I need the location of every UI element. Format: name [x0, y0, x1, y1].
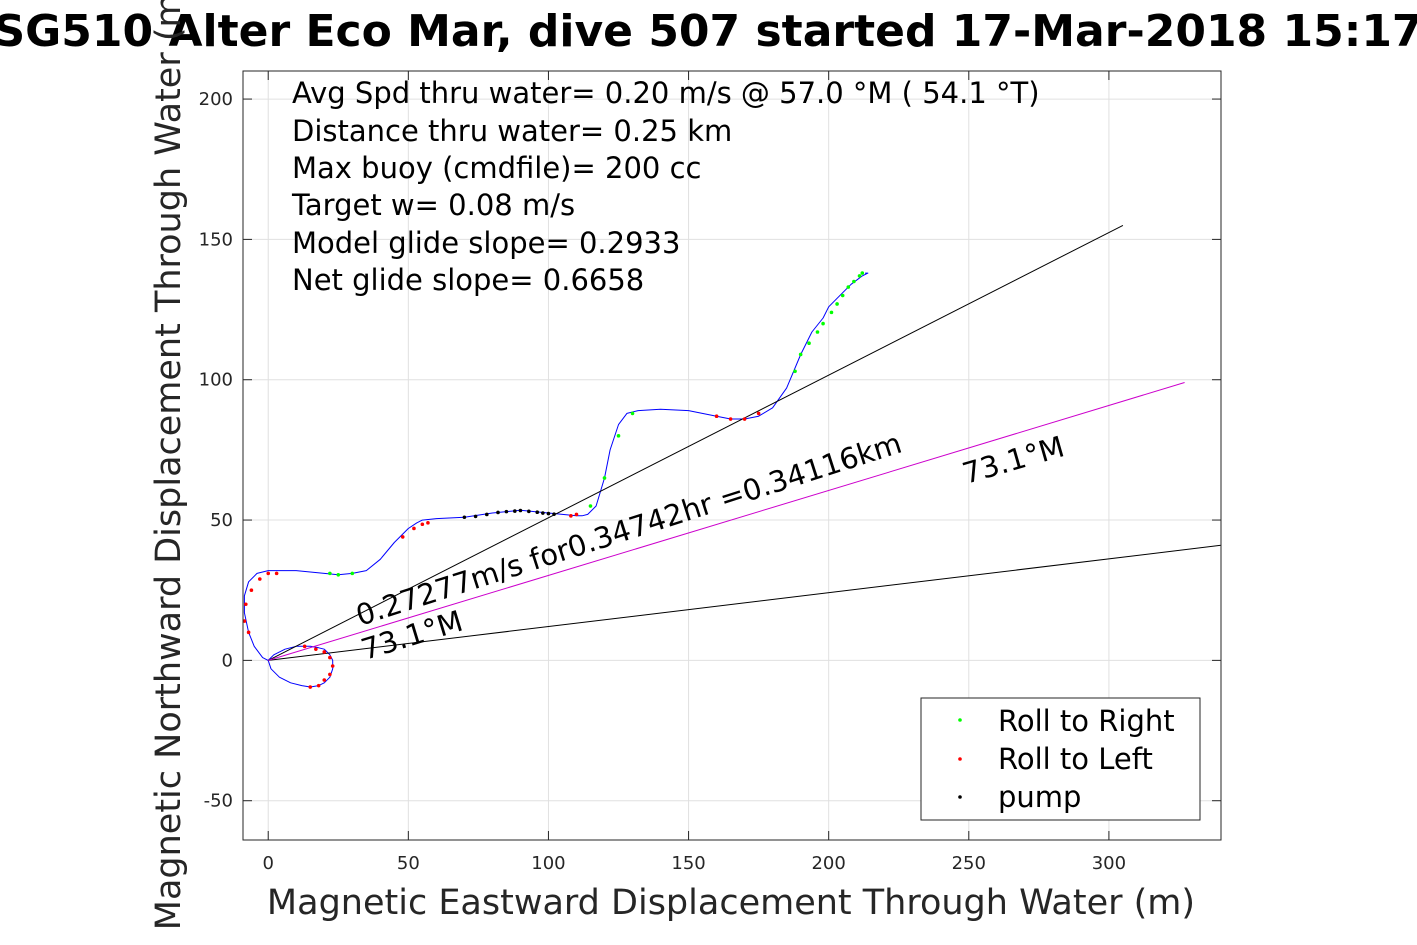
data-point	[852, 279, 856, 284]
y-tick-label: 200	[199, 89, 233, 110]
data-point	[860, 271, 865, 275]
data-point	[714, 414, 719, 419]
data-point	[350, 571, 355, 576]
data-point	[840, 293, 845, 298]
plot-frame	[242, 70, 1222, 841]
data-point	[569, 514, 573, 518]
data-point	[246, 630, 251, 635]
chart-title: SG510 Alter Eco Mar, dive 507 started 17…	[0, 6, 1417, 57]
data-point	[420, 522, 425, 527]
data-point	[322, 678, 327, 682]
data-point	[835, 302, 839, 306]
data-point	[243, 619, 247, 623]
data-point	[829, 310, 834, 315]
data-point	[588, 504, 593, 508]
legend-marker-roll-right	[958, 718, 962, 722]
y-tick-label: 150	[199, 229, 233, 250]
x-tick-label: 150	[671, 853, 705, 874]
data-point	[846, 285, 851, 289]
y-tick-label: 50	[210, 510, 233, 531]
data-point	[821, 321, 825, 326]
data-point	[546, 511, 551, 516]
data-point	[249, 588, 254, 593]
data-point	[518, 508, 523, 513]
legend-marker-pump	[958, 795, 962, 799]
x-tick-label: 100	[531, 853, 565, 874]
data-point	[742, 417, 747, 421]
data-point	[793, 369, 797, 374]
data-point	[426, 521, 430, 525]
data-point	[504, 509, 509, 514]
data-point	[630, 411, 635, 416]
data-point	[535, 510, 540, 514]
annotation-target-w: Target w= 0.08 m/s	[291, 188, 575, 222]
y-axis-label: Magnetic Northward Displacement Through …	[149, 0, 189, 930]
x-axis-label: Magnetic Eastward Displacement Through W…	[267, 883, 1195, 923]
data-point	[336, 572, 341, 577]
annotation-model-glide: Model glide slope= 0.2933	[292, 226, 680, 260]
data-point	[330, 664, 335, 668]
data-point	[513, 509, 517, 513]
data-point	[728, 417, 733, 421]
x-tick-label: 200	[811, 853, 845, 874]
y-tick-label: 0	[222, 650, 233, 671]
y-tick-label: 100	[199, 370, 233, 391]
legend-box	[920, 697, 1201, 821]
data-point	[412, 526, 416, 531]
data-point	[328, 571, 332, 576]
data-point	[400, 535, 405, 539]
data-point	[541, 511, 545, 515]
data-point	[473, 514, 478, 519]
data-point	[552, 512, 556, 516]
x-tick-label: 0	[262, 853, 273, 874]
legend: Roll to Right Roll to Left pump	[920, 697, 1201, 821]
x-tick-label: 300	[1092, 853, 1126, 874]
data-point	[756, 411, 761, 416]
data-point	[302, 644, 307, 649]
data-point	[274, 571, 279, 576]
data-point	[244, 602, 248, 607]
data-point	[316, 683, 321, 688]
annotation-max-buoy: Max buoy (cmdfile)= 200 cc	[292, 151, 701, 185]
data-point	[258, 577, 262, 581]
data-point	[616, 434, 621, 438]
legend-marker-roll-left	[958, 757, 962, 761]
reference-line	[268, 544, 1221, 661]
plot-area	[243, 224, 1221, 689]
annotation-distance: Distance thru water= 0.25 km	[292, 114, 732, 148]
annotation-net-glide: Net glide slope= 0.6658	[292, 263, 644, 297]
reference-line	[268, 382, 1185, 661]
x-tick-label: 250	[952, 853, 986, 874]
y-tick-label: -50	[204, 791, 233, 812]
data-point	[807, 341, 811, 346]
data-point	[308, 685, 313, 689]
legend-label-pump: pump	[998, 780, 1081, 814]
data-point	[484, 512, 489, 517]
x-tick-label: 50	[397, 853, 420, 874]
data-point	[266, 571, 271, 576]
annotation-block: Avg Spd thru water= 0.20 m/s @ 57.0 °M (…	[291, 76, 1040, 297]
annotation-avg-speed: Avg Spd thru water= 0.20 m/s @ 57.0 °M (…	[292, 76, 1040, 110]
data-point	[574, 512, 579, 517]
data-point	[328, 655, 332, 660]
data-point	[815, 330, 820, 334]
data-point	[857, 274, 862, 278]
data-point	[328, 672, 332, 677]
data-point	[798, 352, 803, 357]
data-point	[527, 509, 531, 514]
data-point	[322, 650, 327, 654]
legend-label-roll-right: Roll to Right	[998, 704, 1175, 738]
data-point	[496, 510, 500, 515]
data-point	[314, 647, 318, 651]
data-point	[602, 476, 607, 480]
legend-label-roll-left: Roll to Left	[998, 742, 1153, 776]
reference-line	[267, 224, 1124, 661]
axis-ticks: 0 50 100 150 200 250 300 -50 0 50 100 150 200	[199, 71, 1221, 874]
data-point	[462, 515, 467, 520]
